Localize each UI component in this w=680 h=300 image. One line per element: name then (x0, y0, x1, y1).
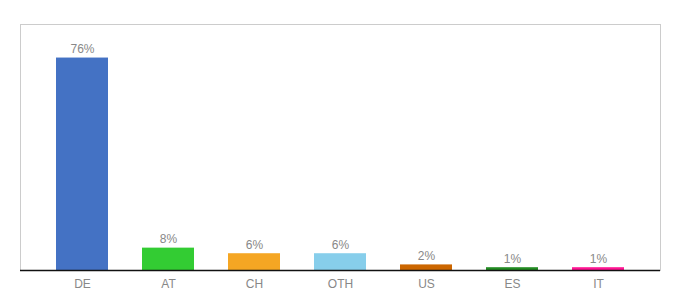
svg-text:1%: 1% (504, 252, 522, 266)
svg-text:CH: CH (246, 277, 263, 291)
svg-text:1%: 1% (590, 252, 608, 266)
svg-text:IT: IT (593, 277, 604, 291)
svg-text:6%: 6% (332, 238, 350, 252)
svg-text:ES: ES (504, 277, 520, 291)
svg-text:US: US (418, 277, 435, 291)
svg-text:6%: 6% (246, 238, 264, 252)
svg-text:AT: AT (161, 277, 176, 291)
svg-text:76%: 76% (70, 42, 94, 56)
svg-text:OTH: OTH (328, 277, 353, 291)
svg-text:8%: 8% (160, 232, 178, 246)
svg-text:DE: DE (74, 277, 91, 291)
svg-text:2%: 2% (418, 249, 436, 263)
